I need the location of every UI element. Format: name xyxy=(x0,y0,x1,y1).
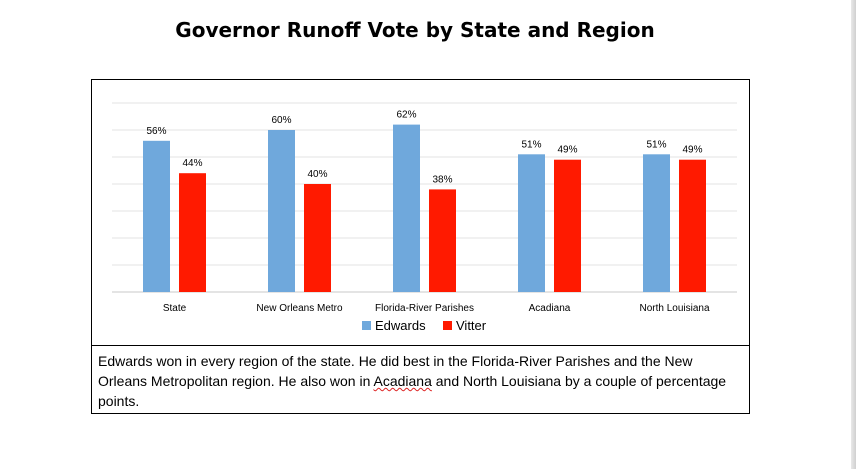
caption-text-start: Edwards won in every region of the state… xyxy=(98,353,693,389)
bars xyxy=(143,124,706,292)
bar-chart: 56% 44% 60% 40% 62% 38% 51% 49% 51% 49% State New … xyxy=(112,102,737,333)
chart-title: Governor Runoff Vote by State and Region xyxy=(175,18,655,42)
data-label: 56% xyxy=(146,126,166,137)
category-label: North Louisiana xyxy=(639,303,709,314)
data-label: 60% xyxy=(271,115,291,126)
legend-label-edwards: Edwards xyxy=(375,318,426,333)
data-labels: 56% 44% 60% 40% 62% 38% 51% 49% 51% 49% xyxy=(146,110,702,186)
category-label: Acadiana xyxy=(529,303,571,314)
bar-vitter xyxy=(179,173,206,292)
bar-edwards xyxy=(518,154,545,292)
category-labels: State New Orleans Metro Florida-River Pari… xyxy=(163,303,710,314)
legend-label-vitter: Vitter xyxy=(456,318,487,333)
bar-vitter xyxy=(554,159,581,292)
caption-acadiana: Acadiana xyxy=(373,373,432,389)
category-label: State xyxy=(163,303,187,314)
caption-text-end: and North Louisiana by a couple of perce… xyxy=(98,373,727,409)
bar-vitter xyxy=(679,159,706,292)
category-label: Florida-River Parishes xyxy=(375,303,474,314)
legend: Edwards Vitter xyxy=(362,318,487,333)
bar-vitter xyxy=(429,189,456,292)
bar-edwards xyxy=(268,130,295,292)
bar-edwards xyxy=(393,124,420,292)
data-label: 49% xyxy=(682,145,702,156)
caption-box: Edwards won in every region of the state… xyxy=(91,345,750,414)
data-label: 44% xyxy=(182,158,202,169)
data-label: 51% xyxy=(521,139,541,150)
category-label: New Orleans Metro xyxy=(256,303,343,314)
data-label: 40% xyxy=(307,169,327,180)
legend-swatch-vitter xyxy=(443,321,452,330)
chart-frame: 56% 44% 60% 40% 62% 38% 51% 49% 51% 49% State New … xyxy=(91,79,750,346)
data-label: 51% xyxy=(646,139,666,150)
bar-vitter xyxy=(304,184,331,292)
gridlines xyxy=(112,102,737,293)
bar-edwards xyxy=(643,154,670,292)
legend-swatch-edwards xyxy=(362,321,371,330)
data-label: 38% xyxy=(432,174,452,185)
data-label: 62% xyxy=(396,110,416,121)
window-edge xyxy=(851,0,856,469)
data-label: 49% xyxy=(557,145,577,156)
bar-edwards xyxy=(143,140,170,292)
